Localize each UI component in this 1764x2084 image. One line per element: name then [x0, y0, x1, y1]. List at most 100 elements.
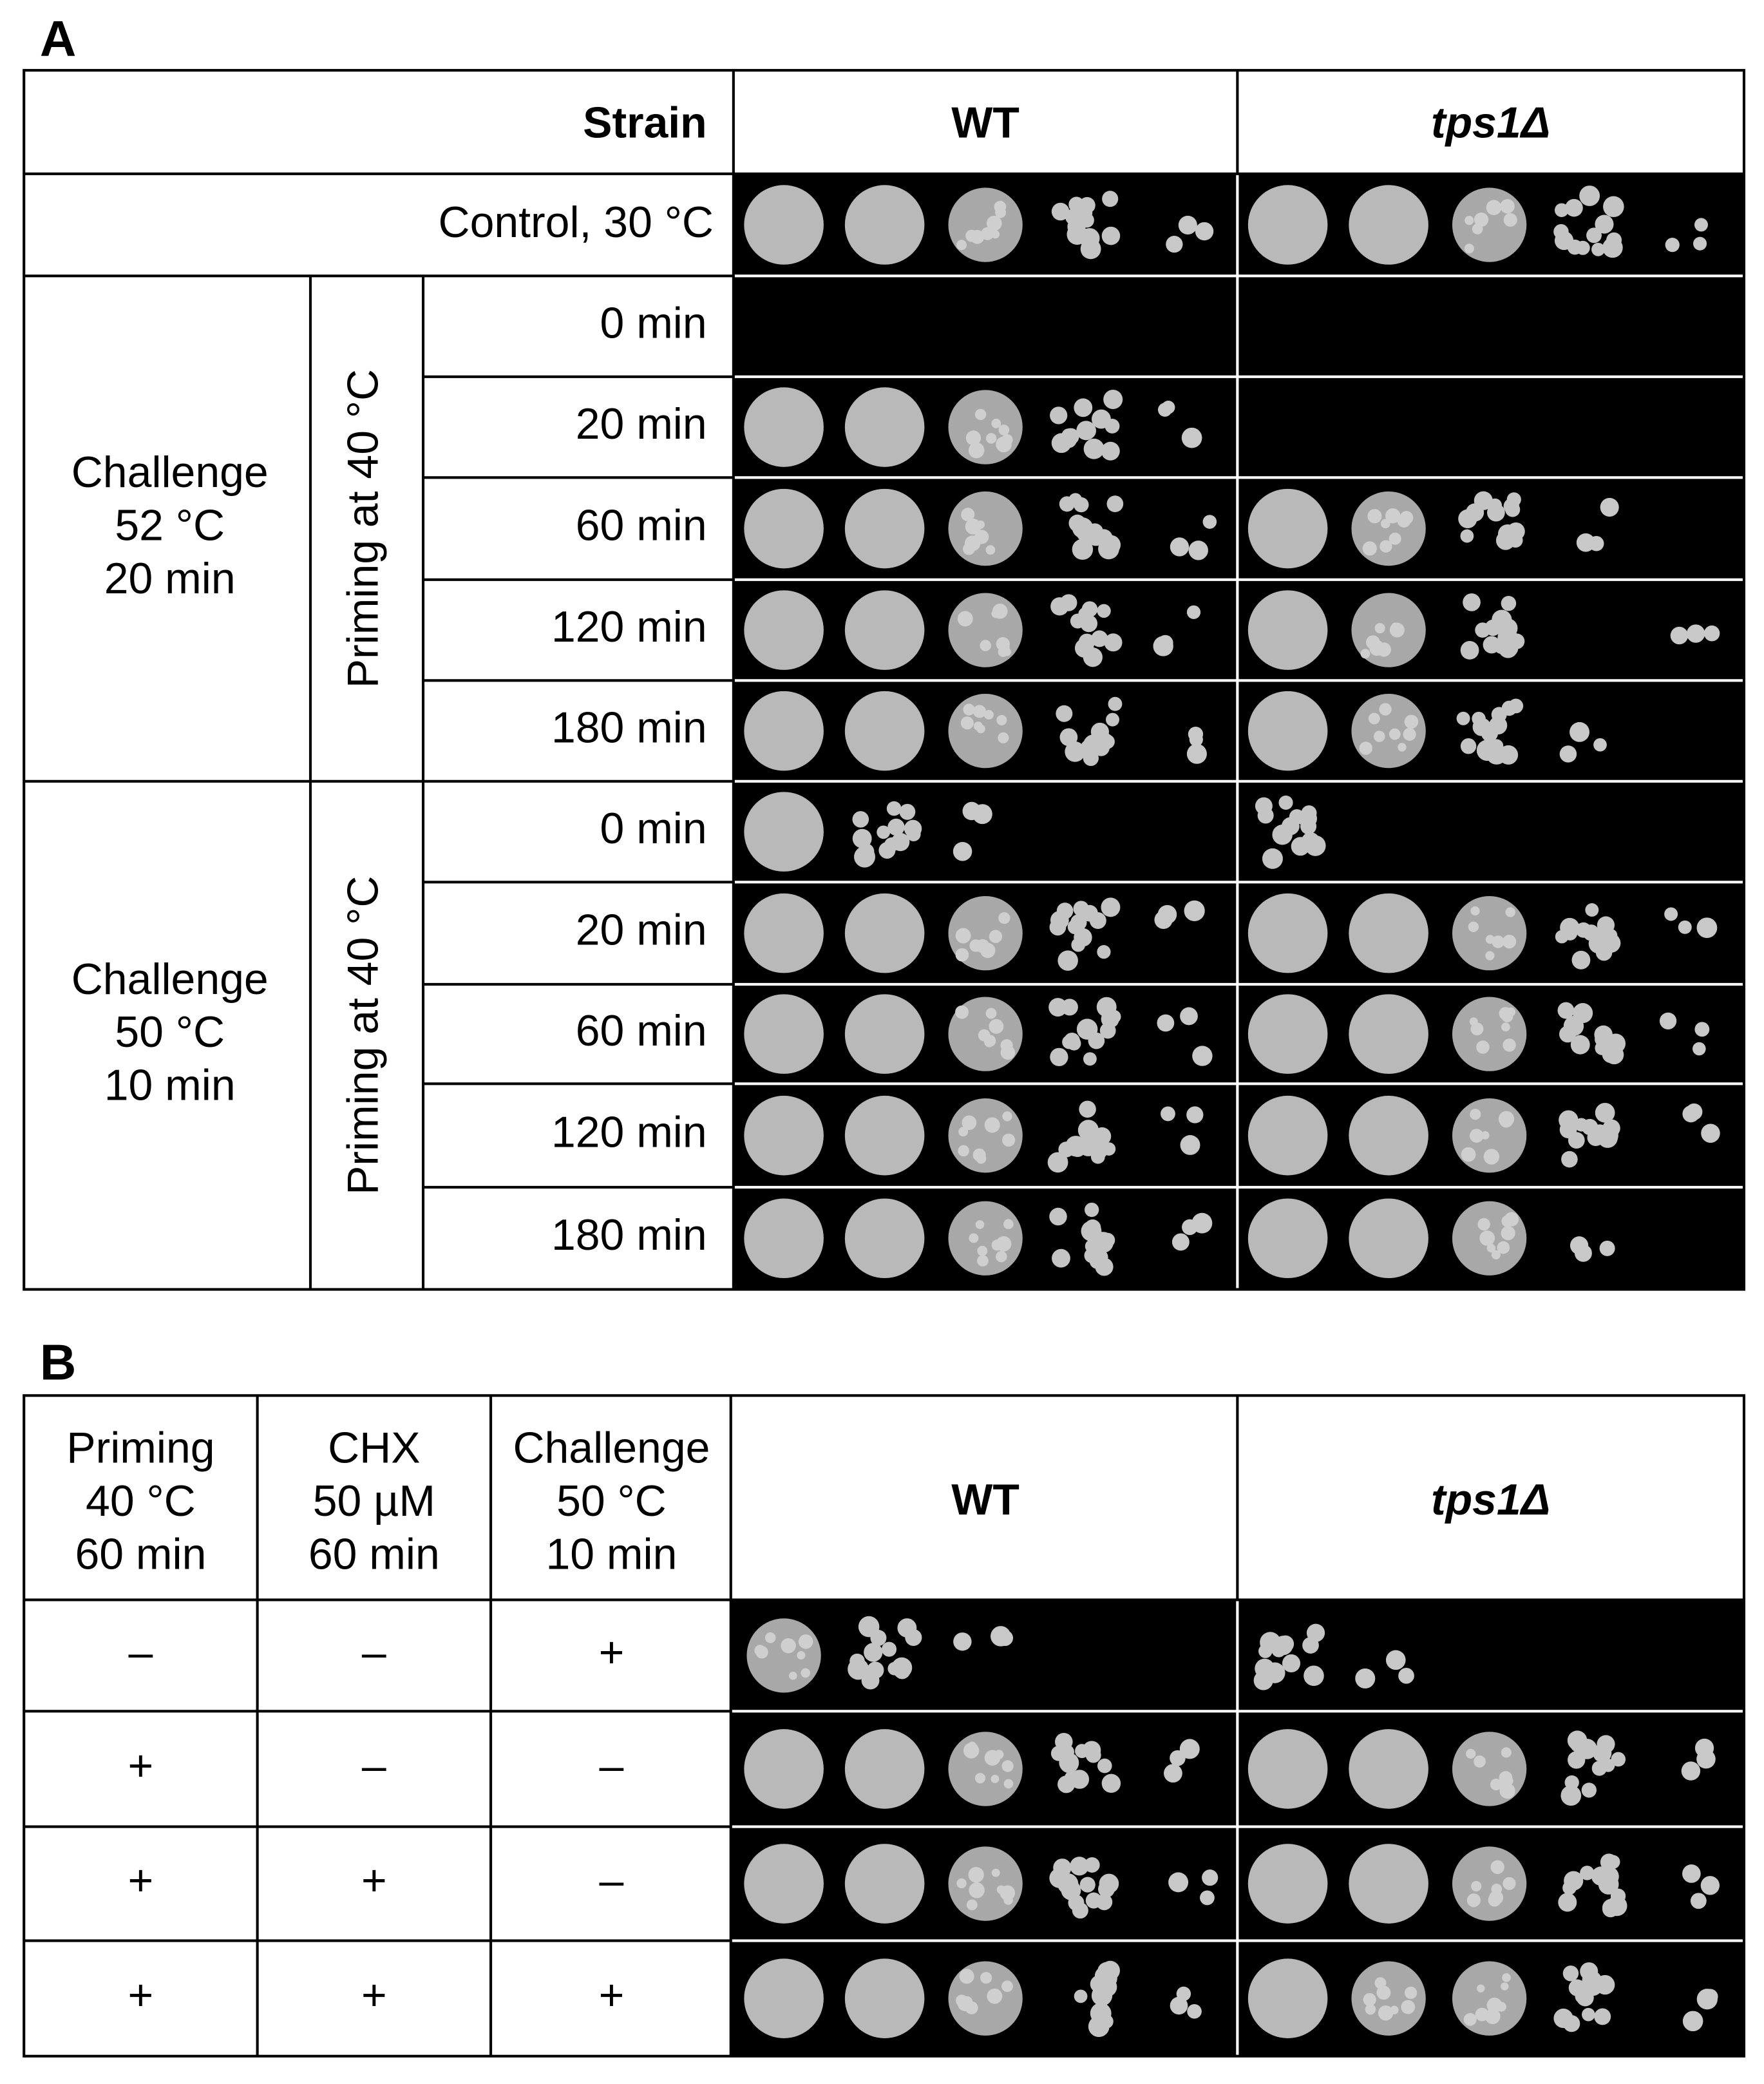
- colony: [991, 934, 999, 943]
- colony: [1070, 1857, 1089, 1876]
- colony: [1693, 1042, 1706, 1056]
- colony: [1097, 604, 1111, 618]
- colony: [852, 828, 872, 848]
- colony: [1554, 203, 1569, 217]
- colony: [1050, 911, 1069, 930]
- label: 60 min: [576, 501, 707, 550]
- colony: [1047, 1152, 1068, 1173]
- colony: [972, 705, 987, 718]
- colony: [1053, 1859, 1072, 1877]
- colony: [1070, 613, 1085, 629]
- colony: [1694, 218, 1708, 232]
- colony: [1385, 1650, 1406, 1670]
- colony: [1085, 1892, 1102, 1909]
- colony: [1499, 1783, 1515, 1799]
- colony: [1591, 242, 1605, 256]
- colony: [1061, 999, 1078, 1016]
- colony: [764, 1632, 776, 1643]
- colony: [991, 1868, 1000, 1877]
- colony: [1585, 903, 1599, 917]
- colony: [1490, 1778, 1503, 1791]
- colony: [1398, 1667, 1414, 1684]
- colony: [1600, 1853, 1618, 1871]
- label: 10 min: [104, 1061, 236, 1110]
- colony: [957, 611, 973, 627]
- colony: [985, 545, 996, 555]
- colony: [1161, 1106, 1175, 1122]
- colony: [1187, 2004, 1202, 2019]
- colony: [1476, 1040, 1490, 1054]
- colony: [953, 841, 972, 861]
- colony: [887, 818, 905, 836]
- label: 180 min: [551, 703, 707, 752]
- colony: [1302, 1637, 1319, 1654]
- colony-spot: [948, 693, 1023, 769]
- colony: [980, 640, 991, 651]
- colony: [1577, 1739, 1597, 1759]
- colony: [1001, 1760, 1014, 1772]
- colony: [1700, 1876, 1720, 1895]
- colony: [1099, 1873, 1119, 1894]
- label: Challenge: [71, 448, 269, 497]
- colony: [1501, 1982, 1509, 1991]
- colony: [1565, 198, 1583, 217]
- colony: [1499, 1771, 1513, 1784]
- colony: [1079, 1877, 1095, 1893]
- label: +: [128, 1741, 154, 1790]
- colony: [977, 1245, 988, 1256]
- colony: [1465, 215, 1474, 225]
- colony: [1479, 1230, 1495, 1246]
- colony: [1081, 740, 1096, 755]
- colony: [980, 1972, 992, 1984]
- colony: [1460, 529, 1474, 543]
- colony: [1072, 517, 1094, 539]
- colony: [1501, 1215, 1513, 1227]
- label: tps1Δ: [1431, 1475, 1550, 1524]
- colony-spot: [1247, 1198, 1328, 1279]
- colony: [1186, 1106, 1204, 1123]
- colony: [1050, 406, 1068, 425]
- colony: [1389, 622, 1405, 638]
- colony: [1701, 1123, 1720, 1143]
- colony: [1104, 633, 1123, 652]
- colony: [1696, 1989, 1718, 2010]
- colony-spot: [844, 1958, 925, 2038]
- table-frame: [23, 1394, 1746, 2058]
- colony: [955, 948, 969, 962]
- colony: [1587, 1129, 1604, 1147]
- colony: [1492, 935, 1504, 948]
- colony: [1380, 540, 1392, 553]
- colony: [1571, 950, 1591, 970]
- colony: [1180, 1135, 1200, 1155]
- colony: [1002, 1133, 1016, 1147]
- colony: [1466, 1748, 1476, 1759]
- label: 60 min: [576, 1006, 707, 1055]
- label: Challenge: [513, 1424, 710, 1473]
- label: WT: [951, 1475, 1020, 1524]
- colony: [1188, 540, 1208, 560]
- label: 20 min: [576, 399, 707, 448]
- colony-spot: [1349, 1095, 1428, 1176]
- colony: [1474, 1755, 1486, 1768]
- label: Control, 30 °C: [439, 198, 714, 247]
- colony: [1678, 920, 1692, 934]
- colony: [1179, 1739, 1200, 1759]
- label: 50 °C: [556, 1477, 667, 1525]
- colony: [886, 801, 902, 816]
- colony: [1052, 1248, 1070, 1268]
- colony: [1081, 1126, 1095, 1140]
- colony: [1611, 1752, 1626, 1767]
- colony: [1489, 1890, 1504, 1905]
- colony: [1506, 1007, 1516, 1017]
- label: A: [40, 10, 77, 67]
- label: Strain: [583, 99, 707, 148]
- colony: [1369, 640, 1385, 656]
- colony: [1085, 1239, 1099, 1253]
- colony: [1595, 1041, 1609, 1055]
- colony: [1074, 398, 1093, 417]
- colony-spot: [844, 691, 925, 771]
- colony-spot: [1247, 1729, 1328, 1809]
- colony-spot: [1247, 1095, 1328, 1176]
- colony-spot: [1349, 185, 1428, 265]
